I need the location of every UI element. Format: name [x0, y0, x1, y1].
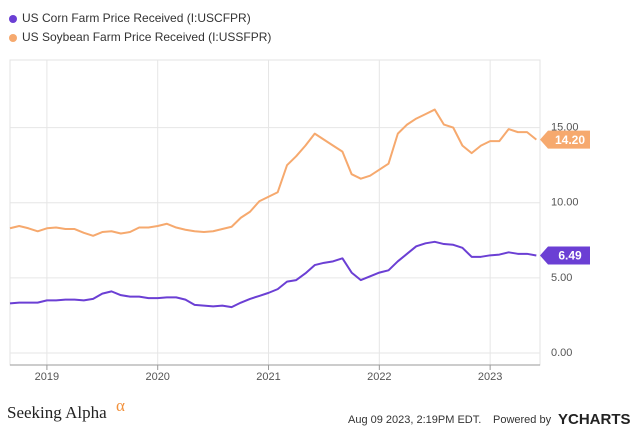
- series-line: [9, 240, 537, 309]
- x-tick-label: 2023: [478, 371, 502, 383]
- value-label: 6.49: [558, 249, 582, 263]
- value-label: 14.20: [555, 133, 585, 147]
- y-tick-label: 15.00: [551, 122, 579, 134]
- x-tick-label: 2020: [145, 371, 169, 383]
- x-tick-label: 2019: [35, 371, 59, 383]
- brand: Seeking Alpha: [7, 403, 107, 422]
- y-tick-label: 0.00: [551, 347, 572, 359]
- legend-marker: [9, 15, 17, 23]
- legend-label: US Corn Farm Price Received (I:USCFPR): [22, 11, 251, 25]
- legend-marker: [9, 34, 17, 42]
- end-tag: [540, 130, 590, 149]
- end-tag: [540, 246, 590, 265]
- provider: YCHARTS: [558, 411, 631, 428]
- x-tick-label: 2021: [256, 371, 280, 383]
- y-tick-label: 10.00: [551, 197, 579, 209]
- brand-symbol: α: [116, 396, 125, 415]
- y-tick-label: 5.00: [551, 272, 572, 284]
- legend-label: US Soybean Farm Price Received (I:USSFPR…: [22, 30, 271, 44]
- powered-by: Powered by: [493, 414, 552, 426]
- series-line: [9, 108, 537, 237]
- timestamp: Aug 09 2023, 2:19PM EDT.: [348, 414, 481, 426]
- x-tick-label: 2022: [367, 371, 391, 383]
